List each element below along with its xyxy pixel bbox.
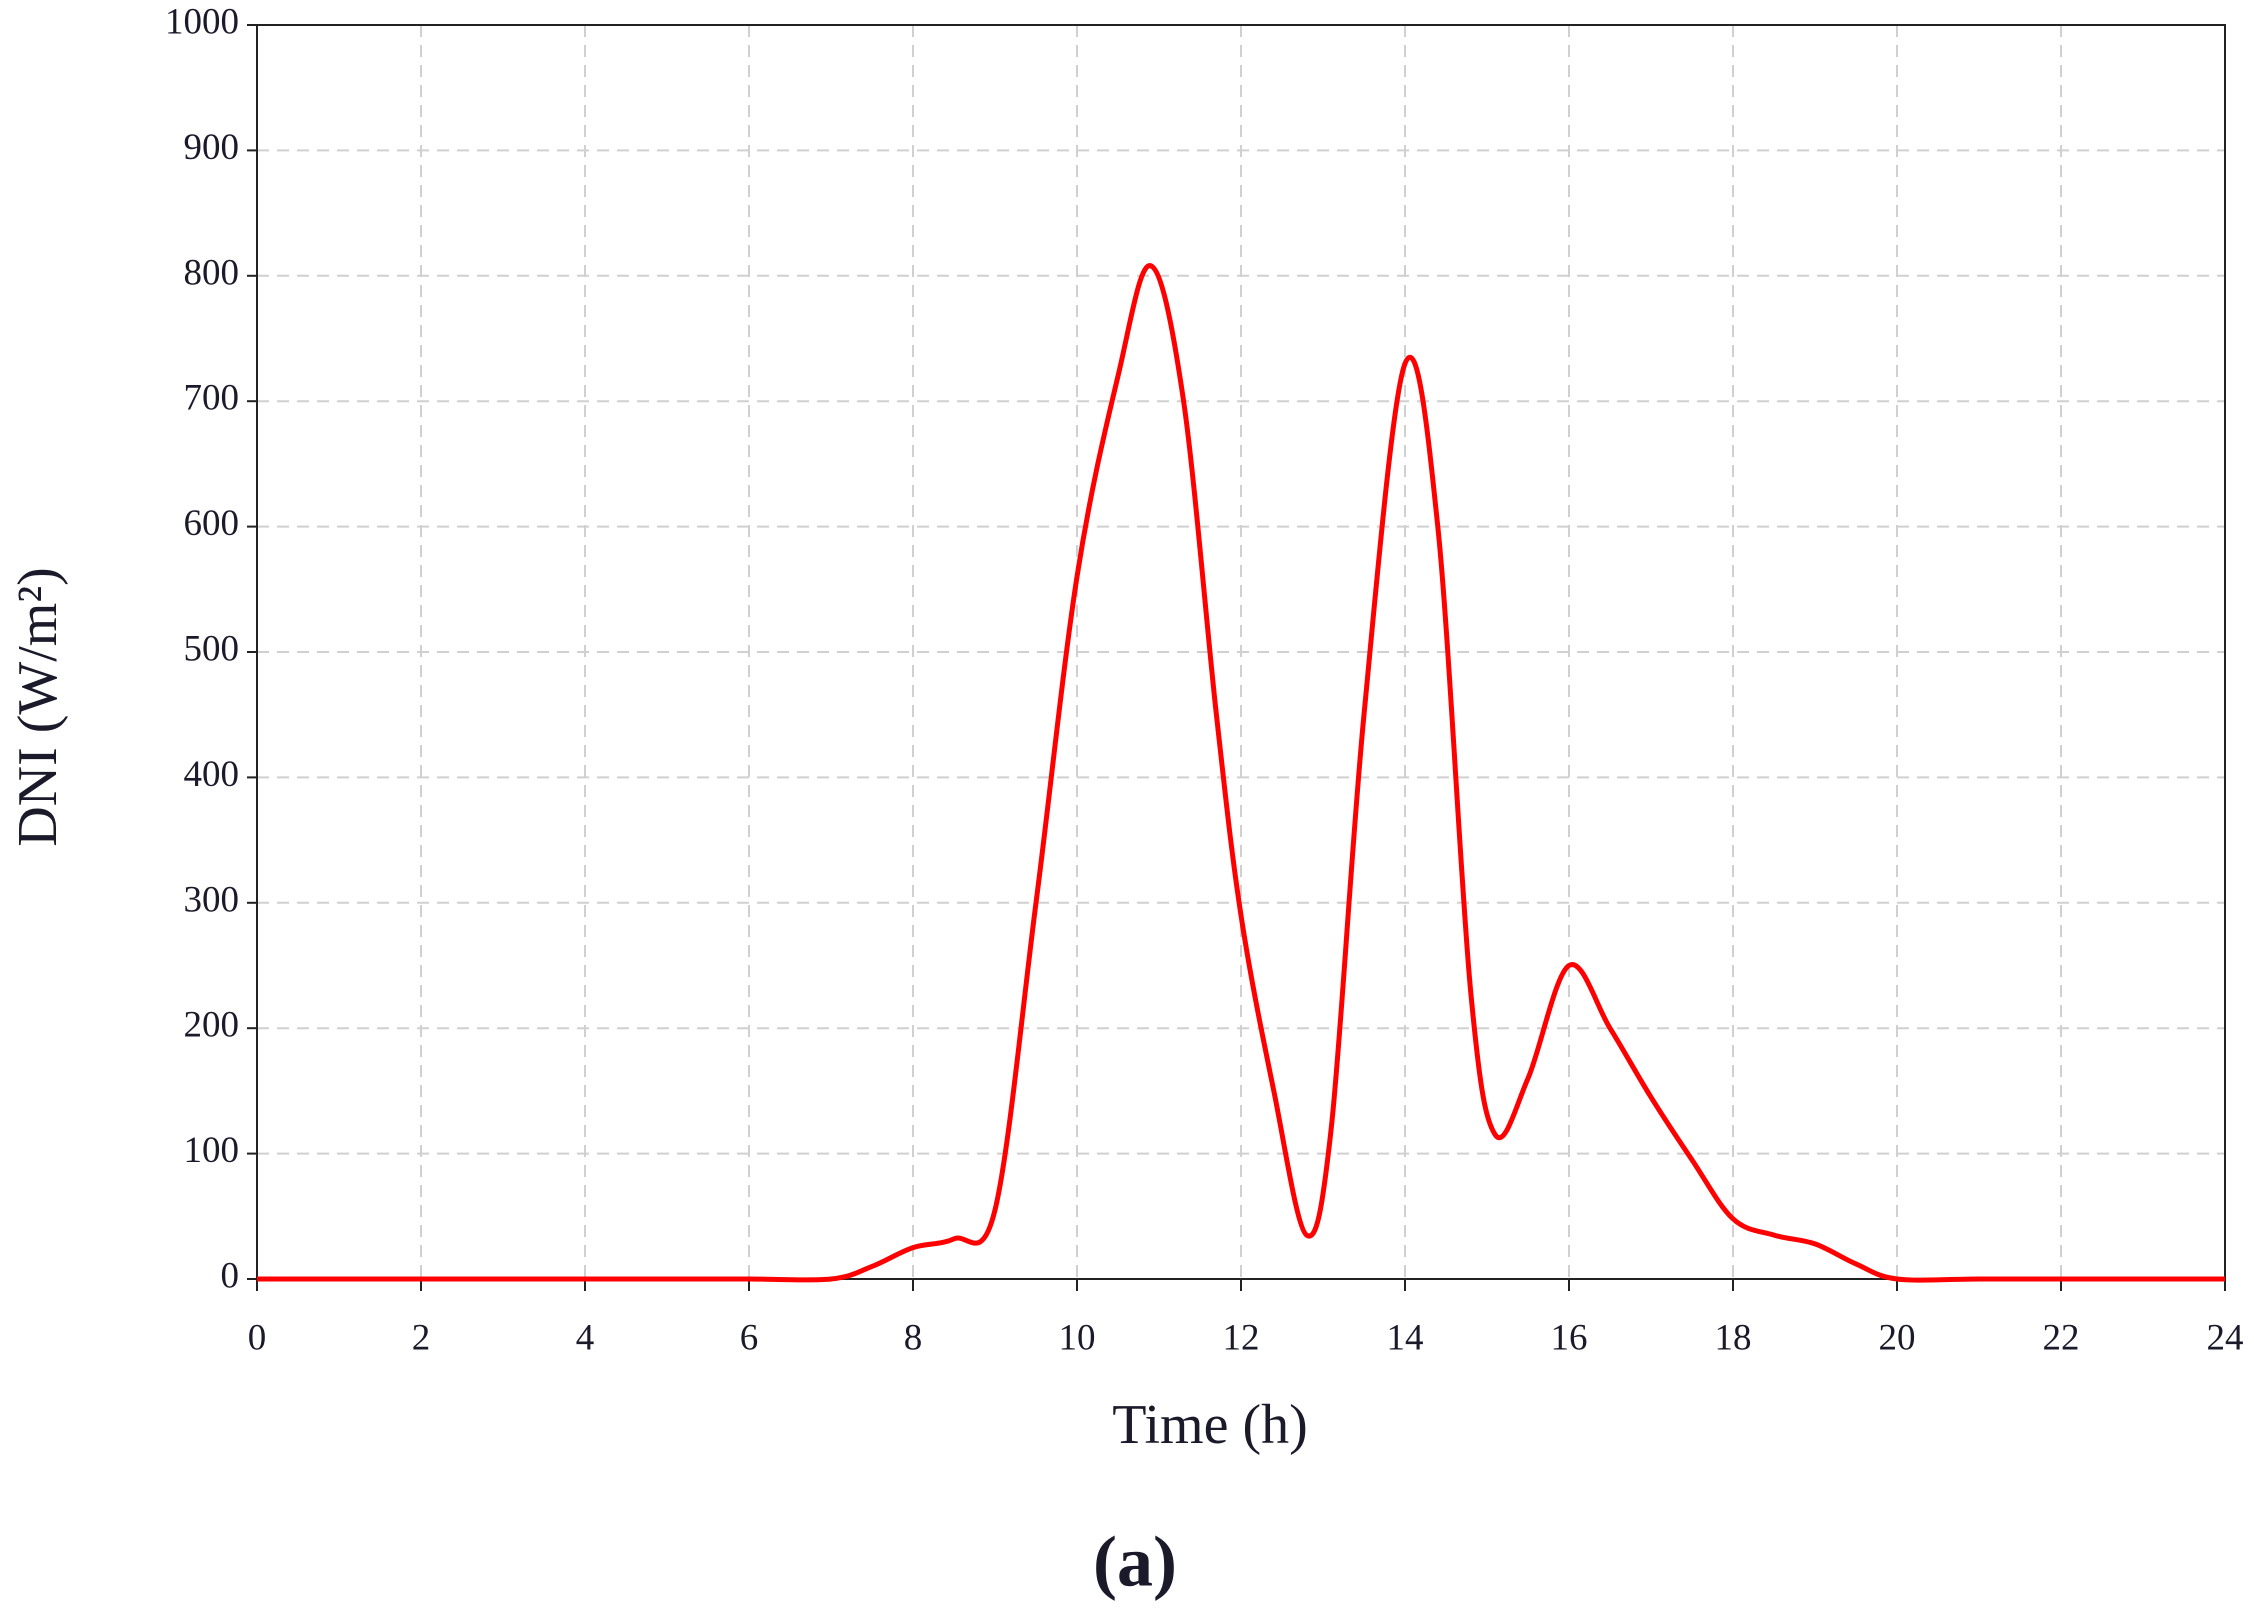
x-tick-label: 4 bbox=[576, 1317, 595, 1358]
y-tick-label: 700 bbox=[184, 378, 240, 419]
x-tick-label: 16 bbox=[1551, 1317, 1588, 1358]
x-tick-label: 14 bbox=[1387, 1317, 1424, 1358]
y-tick-label: 1000 bbox=[165, 1, 239, 42]
y-tick-label: 100 bbox=[184, 1130, 240, 1171]
x-tick-label: 22 bbox=[2043, 1317, 2080, 1358]
y-tick-label: 900 bbox=[184, 127, 240, 168]
x-tick-label: 18 bbox=[1715, 1317, 1752, 1358]
y-axis-label: DNI (W/m²) bbox=[7, 567, 69, 847]
y-tick-label: 500 bbox=[184, 628, 240, 669]
x-axis-label: Time (h) bbox=[1112, 1394, 1308, 1456]
x-tick-label: 10 bbox=[1059, 1317, 1096, 1358]
x-tick-label: 2 bbox=[412, 1317, 431, 1358]
x-tick-label: 0 bbox=[248, 1317, 267, 1358]
x-tick-label: 12 bbox=[1223, 1317, 1260, 1358]
plot-frame bbox=[256, 24, 2226, 1280]
y-tick-label: 800 bbox=[184, 252, 240, 293]
caption: (a) bbox=[1093, 1522, 1177, 1602]
data-line bbox=[257, 263, 2225, 1283]
x-tick-label: 24 bbox=[2207, 1317, 2244, 1358]
x-tick-label: 8 bbox=[904, 1317, 923, 1358]
x-tick-label: 6 bbox=[740, 1317, 759, 1358]
x-tick-label: 20 bbox=[1879, 1317, 1916, 1358]
y-tick-label: 0 bbox=[221, 1255, 240, 1296]
y-tick-label: 300 bbox=[184, 879, 240, 920]
y-tick-label: 200 bbox=[184, 1005, 240, 1046]
y-tick-label: 600 bbox=[184, 503, 240, 544]
y-tick-label: 400 bbox=[184, 754, 240, 795]
